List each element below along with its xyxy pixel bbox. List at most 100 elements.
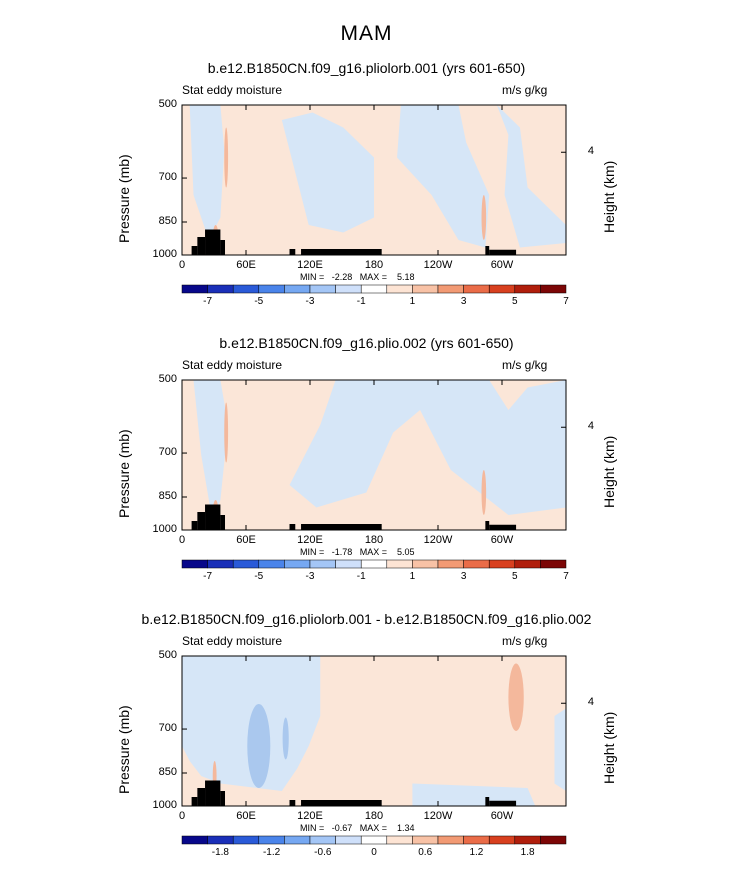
x-tick-label: 180 — [364, 534, 384, 546]
x-tick-label: 60W — [490, 534, 514, 546]
topography-mask — [197, 512, 206, 530]
topography-mask — [289, 524, 296, 530]
topography-mask — [485, 797, 490, 806]
topography-mask — [197, 237, 206, 255]
x-tick-label: 180 — [364, 259, 384, 271]
y-tick-label: 850 — [158, 215, 177, 227]
colorbar — [181, 284, 567, 294]
topography-mask — [489, 524, 517, 530]
min-max-text: MIN = -1.78 MAX = 5.05 — [300, 547, 415, 557]
colorbar-label: 7 — [563, 296, 569, 307]
topography-mask — [220, 240, 226, 255]
colorbar-label: 5 — [512, 296, 518, 307]
colorbar-swatch — [309, 835, 336, 845]
x-tick-label: 60W — [490, 259, 514, 271]
colorbar-swatch — [258, 835, 285, 845]
colorbar — [181, 835, 567, 845]
topography-mask — [301, 524, 382, 530]
colorbar-label: -5 — [254, 571, 264, 582]
colorbar-swatch — [386, 284, 413, 294]
colorbar-swatch — [540, 284, 567, 294]
x-tick-label: 120E — [297, 259, 323, 271]
negative-region — [397, 105, 490, 248]
colorbar-swatch — [258, 284, 285, 294]
x-tick-label: 60E — [236, 259, 256, 271]
colorbar-swatch — [412, 284, 439, 294]
y-tick-label: 850 — [158, 766, 177, 778]
panel-subtitle-right: m/s g/kg — [502, 358, 548, 372]
colorbar-swatch — [181, 559, 208, 569]
colorbar-swatch — [207, 284, 234, 294]
panel-title: b.e12.B1850CN.f09_g16.plio.002 (yrs 601-… — [219, 335, 514, 351]
positive-streak — [481, 470, 487, 515]
x-tick-label: 120W — [423, 810, 453, 822]
contour-plot — [181, 379, 567, 531]
colorbar-swatch — [514, 835, 541, 845]
colorbar-label: -1.8 — [211, 847, 229, 858]
topography-mask — [205, 504, 221, 530]
y-tick-label-right: 4 — [587, 696, 594, 709]
min-max-text: MIN = -0.67 MAX = 1.34 — [300, 823, 415, 833]
topography-mask — [489, 800, 517, 806]
colorbar-swatch — [437, 284, 464, 294]
colorbar-swatch — [488, 835, 516, 845]
negative-core — [247, 704, 271, 788]
colorbar-label: -1.2 — [262, 847, 281, 858]
y-tick-label: 500 — [158, 98, 177, 110]
x-tick-label: 120E — [297, 534, 323, 546]
colorbar-label: 0 — [371, 847, 377, 858]
colorbar-swatch — [181, 835, 208, 845]
y-axis-label: Pressure (mb) — [116, 705, 132, 794]
y-tick-label: 700 — [158, 722, 177, 735]
topography-mask — [485, 521, 490, 530]
y-axis-label-right: Height (km) — [601, 160, 617, 233]
colorbar-label: 1.2 — [469, 847, 484, 858]
y-tick-label-right: 4 — [587, 420, 594, 433]
panel-title: b.e12.B1850CN.f09_g16.pliolorb.001 (yrs … — [207, 60, 526, 76]
contour-plot — [181, 104, 567, 256]
colorbar-swatch — [463, 559, 490, 569]
panel-title: b.e12.B1850CN.f09_g16.pliolorb.001 - b.e… — [141, 611, 592, 627]
negative-region — [412, 783, 536, 806]
colorbar-swatch — [488, 559, 516, 569]
x-tick-label: 120W — [423, 534, 453, 546]
colorbar-swatch — [540, 835, 567, 845]
panel-subtitle-right: m/s g/kg — [502, 83, 548, 97]
colorbar-swatch — [437, 559, 464, 569]
colorbar-swatch — [488, 284, 516, 294]
colorbar-swatch — [335, 559, 362, 569]
y-tick-label-right: 4 — [587, 145, 594, 158]
y-tick-label: 700 — [158, 171, 177, 184]
y-tick-label: 1000 — [152, 523, 177, 535]
negative-region — [289, 380, 566, 515]
topography-mask — [191, 797, 198, 806]
colorbar-swatch — [232, 559, 260, 569]
positive-streak — [508, 663, 524, 731]
negative-region — [554, 708, 566, 791]
panel-subtitle-left: Stat eddy moisture — [182, 634, 283, 648]
colorbar-swatch — [335, 835, 362, 845]
colorbar-swatch — [463, 284, 490, 294]
x-tick-label: 0 — [178, 810, 186, 822]
positive-streak — [224, 127, 229, 188]
colorbar-label: 1 — [409, 296, 416, 307]
topography-mask — [489, 249, 517, 255]
figure-title: MAM — [340, 22, 393, 45]
colorbar-label: 5 — [512, 571, 518, 582]
colorbar-swatch — [232, 835, 260, 845]
x-tick-label: 0 — [178, 259, 186, 271]
y-tick-label: 1000 — [152, 248, 177, 260]
colorbar-swatch — [207, 835, 234, 845]
x-tick-label: 60E — [236, 810, 256, 822]
colorbar-label: -1 — [356, 296, 366, 307]
colorbar-swatch — [284, 835, 311, 845]
panel-subtitle-left: Stat eddy moisture — [182, 83, 283, 97]
y-tick-label: 850 — [158, 490, 177, 502]
positive-streak — [481, 195, 487, 240]
topography-mask — [220, 791, 226, 806]
colorbar-swatch — [463, 835, 490, 845]
x-tick-label: 180 — [364, 810, 384, 822]
panel-subtitle-left: Stat eddy moisture — [182, 358, 283, 372]
y-axis-label: Pressure (mb) — [116, 154, 132, 243]
colorbar-swatch — [412, 559, 439, 569]
